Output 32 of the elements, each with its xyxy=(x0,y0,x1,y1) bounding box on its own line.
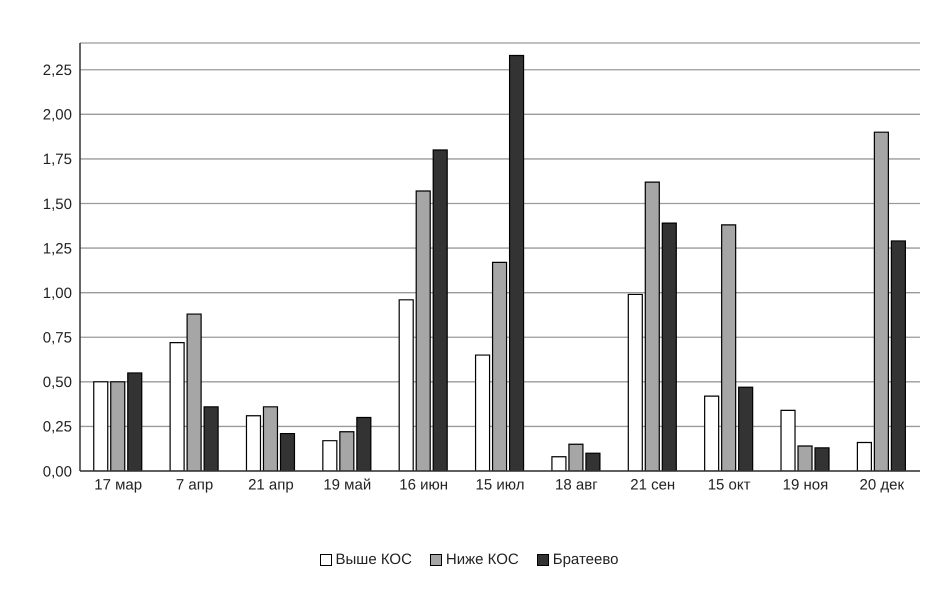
bar xyxy=(780,410,796,471)
bar xyxy=(246,415,262,471)
bar xyxy=(856,442,872,471)
y-tick-label: 0,75 xyxy=(42,330,72,347)
bar xyxy=(551,456,567,471)
legend-label: Выше КОС xyxy=(336,551,412,568)
bar xyxy=(474,354,490,471)
y-tick-label: 2,00 xyxy=(42,106,72,124)
x-tick-label: 18 авг xyxy=(555,476,598,494)
x-tick-label: 19 ноя xyxy=(782,476,828,494)
x-tick-label: 16 июн xyxy=(399,476,448,494)
bar xyxy=(170,342,185,471)
y-tick-label: 1,00 xyxy=(42,284,72,302)
y-tick-label: 0,50 xyxy=(42,374,72,392)
x-tick-label: 19 май xyxy=(323,476,372,494)
x-tick-label: 7 апр xyxy=(176,476,214,494)
legend-label: Ниже КОС xyxy=(446,551,519,568)
x-tick-label: 17 мар xyxy=(94,476,142,494)
y-tick-label: 2,25 xyxy=(42,62,72,80)
x-tick-label: 15 июл xyxy=(476,476,524,494)
x-tick-label: 15 окт xyxy=(708,476,751,494)
bar xyxy=(797,445,813,471)
bar xyxy=(568,444,584,471)
y-tick-label: 0,00 xyxy=(42,463,72,480)
y-tick-label: 1,50 xyxy=(42,196,72,213)
y-tick-label: 1,25 xyxy=(42,240,72,258)
x-tick-label: 21 апр xyxy=(248,476,294,494)
x-tick-label: 21 сен xyxy=(630,476,676,494)
legend-label: Братеево xyxy=(552,551,618,568)
y-tick-label: 1,75 xyxy=(42,151,72,168)
x-tick-label: 20 дек xyxy=(860,476,905,494)
y-tick-label: 0,25 xyxy=(42,418,72,436)
